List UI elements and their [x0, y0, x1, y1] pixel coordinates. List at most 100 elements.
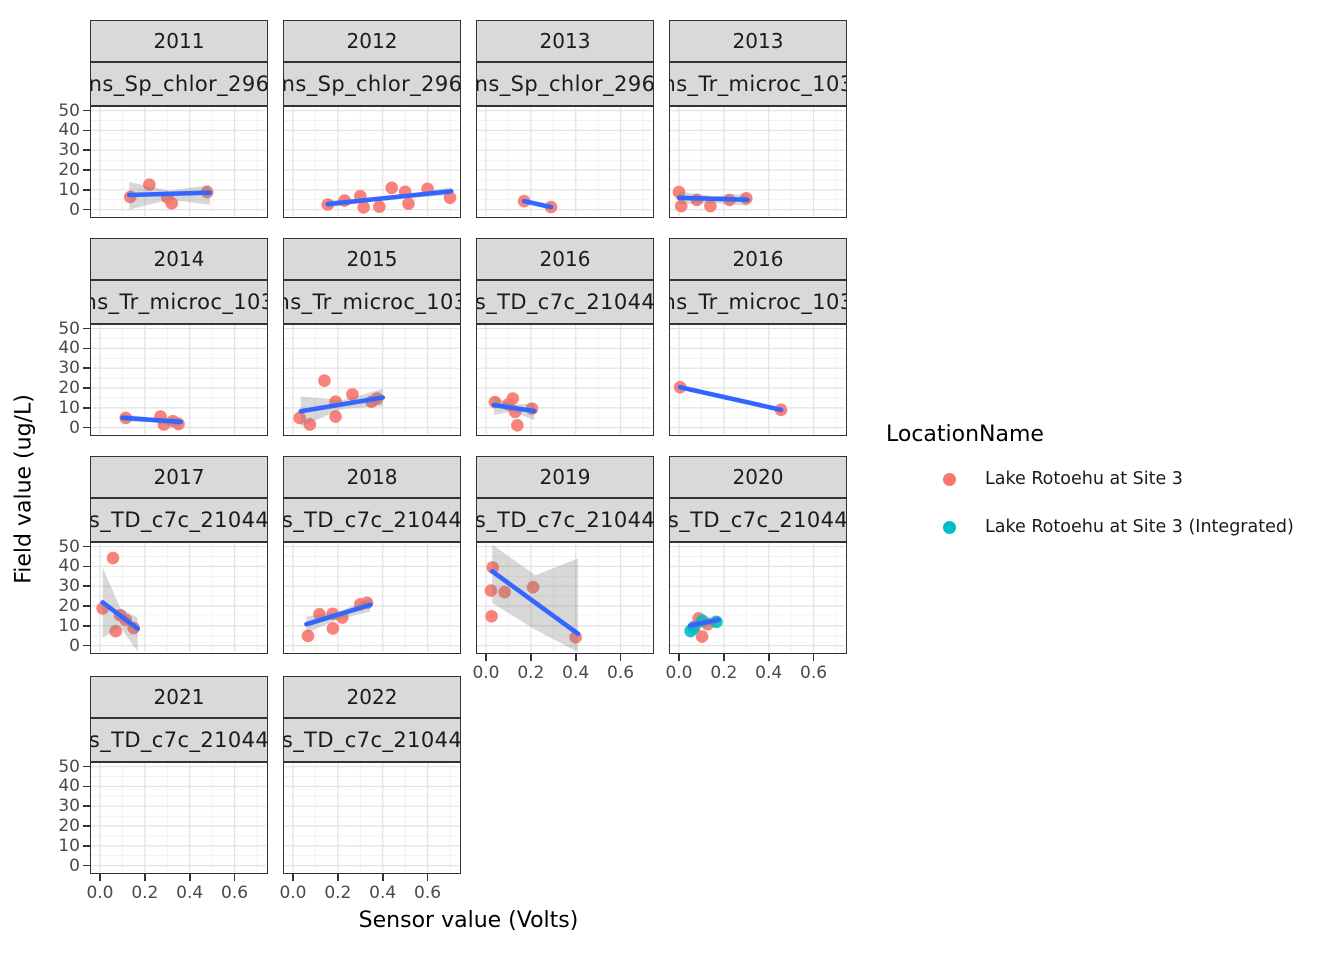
y-tick-label: 40 — [58, 338, 80, 359]
y-axis-tick — [83, 189, 90, 191]
x-axis-tick — [767, 654, 770, 661]
y-axis-tick — [83, 644, 90, 647]
trend-line — [100, 600, 140, 631]
facet-cell-2016: 2016 ns_Tr_microc_103 — [669, 238, 847, 436]
data-point — [301, 629, 315, 643]
data-point — [486, 561, 500, 574]
facet-cell-2012: 2012 ns_Sp_chlor_296 — [283, 20, 461, 218]
y-tick-label: 20 — [58, 160, 80, 181]
y-axis-tick — [83, 845, 90, 847]
facet-sensor-strip: ns_Sp_chlor_296 — [283, 62, 461, 106]
x-tick-label: 0.2 — [710, 663, 738, 683]
y-tick-label: 0 — [69, 855, 80, 876]
facet-plot-area — [284, 543, 459, 652]
x-axis-tick — [144, 874, 146, 881]
y-tick-label: 50 — [58, 756, 80, 777]
facet-year-strip: 2019 — [476, 456, 654, 498]
data-point — [346, 388, 359, 401]
facet-sensor-strip: ns_Tr_microc_103 — [283, 280, 461, 324]
x-tick-label: 0.0 — [472, 663, 500, 683]
facet-plot-area — [284, 325, 459, 434]
data-point — [143, 178, 156, 191]
facet-plot-area — [670, 325, 845, 434]
data-point — [443, 191, 457, 205]
x-tick-label: 0.4 — [755, 663, 783, 683]
y-tick-label: 20 — [58, 596, 80, 617]
facet-cell-2011: 2011 ns_Sp_chlor_296 — [90, 20, 268, 218]
x-axis-tick — [619, 654, 622, 661]
x-tick-label: 0.6 — [607, 663, 635, 683]
y-axis-tick — [83, 605, 90, 607]
facet-panel — [476, 324, 654, 436]
x-axis-tick — [99, 874, 101, 881]
data-point — [484, 584, 498, 597]
x-axis-tick — [723, 654, 725, 661]
data-point — [373, 200, 386, 213]
y-axis-tick — [83, 347, 90, 350]
facet-year-strip: 2011 — [90, 20, 268, 62]
facet-year-strip: 2015 — [283, 238, 461, 280]
x-axis-tick — [530, 654, 532, 661]
x-axis-tick — [426, 874, 429, 881]
facet-sensor-strip: ns_Sp_chlor_296 — [476, 62, 654, 106]
trend-line — [126, 190, 213, 198]
facet-sensor-strip: s_TD_c7c_21044 — [283, 498, 461, 542]
x-tick-label: 0.2 — [131, 883, 159, 903]
y-tick-label: 10 — [58, 179, 80, 200]
facet-year-strip: 2018 — [283, 456, 461, 498]
facet-sensor-strip: s_TD_c7c_21044 — [90, 498, 268, 542]
y-tick-label: 30 — [58, 796, 80, 817]
y-axis-tick — [83, 109, 90, 112]
y-tick-label: 40 — [58, 120, 80, 141]
facet-panel — [90, 542, 268, 654]
x-axis-tick — [574, 654, 577, 661]
facet-cell-2017: 2017 s_TD_c7c_21044 — [90, 456, 268, 654]
x-tick-label: 0.2 — [324, 883, 352, 903]
facet-plot-area — [670, 107, 845, 216]
facet-year-strip: 2014 — [90, 238, 268, 280]
facet-cell-2015: 2015 ns_Tr_microc_103 — [283, 238, 461, 436]
y-tick-label: 30 — [58, 358, 80, 379]
y-tick-label: 20 — [58, 816, 80, 837]
facet-sensor-strip: s_TD_c7c_21044 — [283, 718, 461, 762]
y-axis-tick — [83, 825, 90, 827]
data-point — [326, 622, 340, 635]
y-axis-title: Field value (ug/L) — [11, 394, 37, 584]
facet-panel — [669, 106, 847, 218]
x-axis-tick — [678, 654, 680, 661]
legend-item-site3: Lake Rotoehu at Site 3 — [943, 469, 1183, 489]
x-axis-title: Sensor value (Volts) — [358, 908, 579, 933]
data-point — [385, 181, 398, 195]
y-tick-label: 40 — [58, 776, 80, 797]
site3-point-icon — [943, 472, 956, 486]
x-tick-label: 0.0 — [86, 883, 114, 903]
facet-sensor-strip: ns_Sp_chlor_296 — [90, 62, 268, 106]
facet-cell-2022: 2022 s_TD_c7c_21044 — [283, 676, 461, 874]
facet-sensor-strip: ns_Tr_microc_103 — [669, 280, 847, 324]
facet-year-strip: 2013 — [476, 20, 654, 62]
data-point — [498, 585, 511, 599]
trend-line — [521, 198, 554, 210]
x-tick-label: 0.0 — [279, 883, 307, 903]
x-tick-label: 0.6 — [800, 663, 828, 683]
data-point — [674, 199, 688, 213]
legend-item-site3-integrated: Lake Rotoehu at Site 3 (Integrated) — [943, 517, 1294, 537]
facet-sensor-strip: s_TD_c7c_21044 — [476, 280, 654, 324]
y-tick-label: 50 — [58, 100, 80, 121]
y-axis-tick — [83, 407, 90, 409]
x-axis-tick — [188, 874, 191, 881]
y-tick-label: 30 — [58, 576, 80, 597]
x-tick-label: 0.6 — [221, 883, 249, 903]
facet-panel — [283, 762, 461, 874]
facet-plot-area — [91, 325, 266, 434]
data-point — [109, 624, 122, 638]
facet-panel — [669, 324, 847, 436]
legend-item-label: Lake Rotoehu at Site 3 (Integrated) — [985, 517, 1294, 537]
facet-panel — [669, 542, 847, 654]
y-tick-label: 10 — [58, 397, 80, 418]
y-tick-label: 40 — [58, 556, 80, 577]
facet-sensor-strip: ns_Tr_microc_103 — [669, 62, 847, 106]
facet-sensor-strip: s_TD_c7c_21044 — [90, 718, 268, 762]
facet-year-strip: 2020 — [669, 456, 847, 498]
